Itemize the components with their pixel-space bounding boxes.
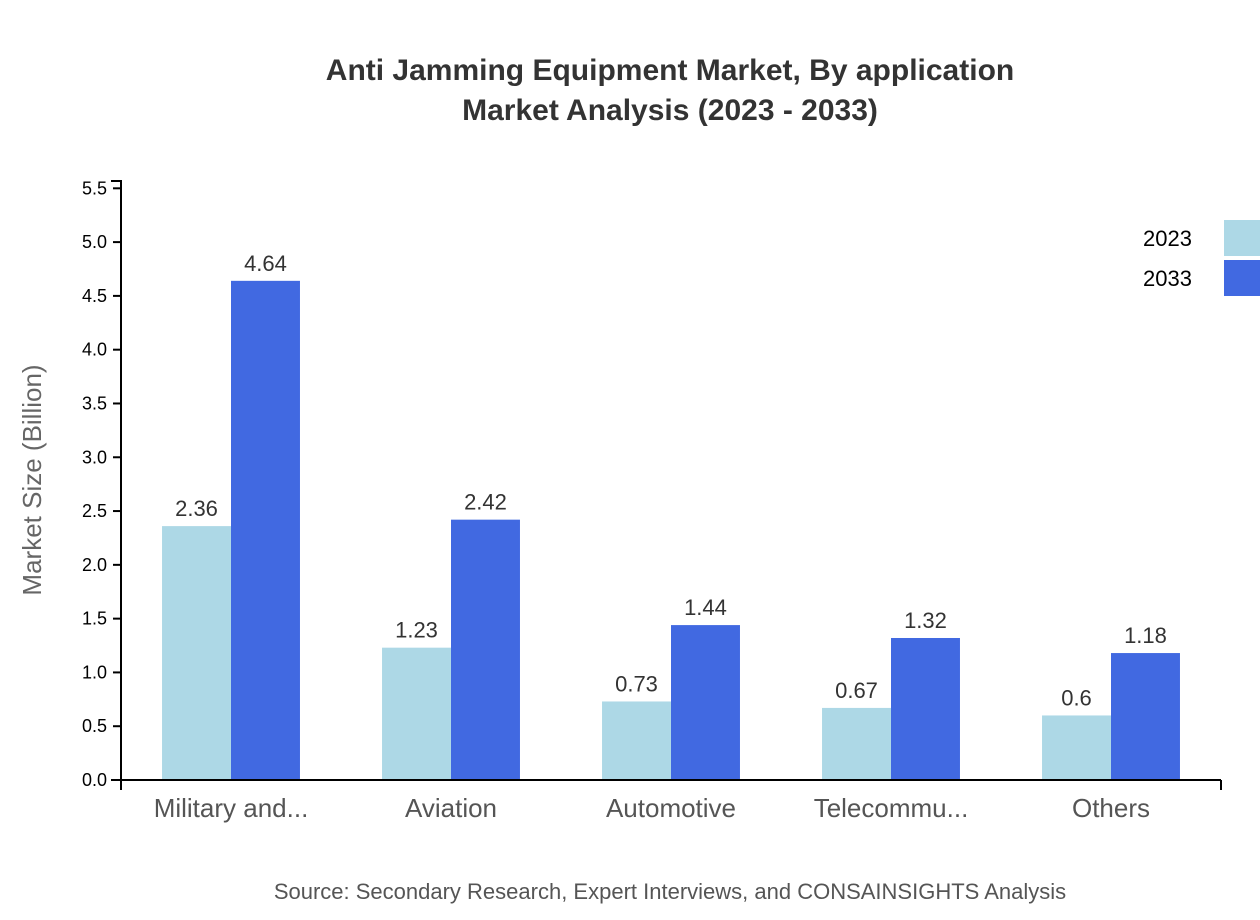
bar-2033-0 <box>231 280 300 780</box>
y-tick-label: 0.0 <box>82 770 107 790</box>
bar-2023-3 <box>822 707 891 780</box>
bar-2023-4 <box>1042 715 1111 780</box>
x-tick-label: Military and... <box>154 793 309 823</box>
chart-title-line2: Market Analysis (2023 - 2033) <box>462 94 878 127</box>
y-axis-line <box>111 180 122 781</box>
legend-swatch-2023 <box>1224 220 1260 256</box>
chart-title-line1: Anti Jamming Equipment Market, By applic… <box>326 54 1014 87</box>
y-tick-label: 1.0 <box>82 662 107 682</box>
x-tick-label: Telecommu... <box>814 793 969 823</box>
y-tick-label: 3.0 <box>82 447 107 467</box>
x-axis: Military and... Aviation Automotive Telecom… <box>120 779 1222 823</box>
bar-2033-2 <box>671 625 740 780</box>
data-label: 1.44 <box>684 595 727 620</box>
x-tick-label: Automotive <box>606 793 736 823</box>
y-tick-label: 4.0 <box>82 340 107 360</box>
y-tick-label: 5.5 <box>82 178 107 198</box>
data-label: 0.67 <box>835 678 878 703</box>
bar-2033-4 <box>1111 653 1180 780</box>
data-label: 1.32 <box>904 608 947 633</box>
x-tick-label: Aviation <box>405 793 497 823</box>
data-label: 1.18 <box>1124 623 1167 648</box>
data-label: 0.73 <box>615 671 658 696</box>
legend-label: 2033 <box>1143 266 1192 291</box>
y-axis: 0.0 0.5 1.0 1.5 2.0 2.5 3.0 3.5 4.0 4.5 5.0 5.5 <box>82 178 122 790</box>
data-label: 2.36 <box>175 496 218 521</box>
bar-2033-3 <box>891 637 960 780</box>
legend-swatch-2033 <box>1224 260 1260 296</box>
y-tick-label: 2.5 <box>82 501 107 521</box>
bar-2033-1 <box>451 519 520 780</box>
data-label: 4.64 <box>244 251 287 276</box>
legend-label: 2023 <box>1143 226 1192 251</box>
bar-2023-2 <box>602 701 671 780</box>
bar-2023-1 <box>382 647 451 780</box>
data-label: 1.23 <box>395 618 438 643</box>
legend: 2023 2033 <box>1143 220 1260 296</box>
bar-2023-0 <box>162 526 231 780</box>
y-tick-label: 0.5 <box>82 716 107 736</box>
data-label: 2.42 <box>464 490 507 515</box>
source-note: Source: Secondary Research, Expert Inter… <box>274 879 1066 904</box>
y-tick-label: 3.5 <box>82 393 107 413</box>
data-label: 0.6 <box>1061 685 1092 710</box>
y-tick-label: 2.0 <box>82 555 107 575</box>
y-tick-label: 5.0 <box>82 232 107 252</box>
x-tick-label: Others <box>1072 793 1150 823</box>
y-axis-label: Market Size (Billion) <box>17 364 47 595</box>
y-tick-label: 1.5 <box>82 609 107 629</box>
y-tick-label: 4.5 <box>82 286 107 306</box>
